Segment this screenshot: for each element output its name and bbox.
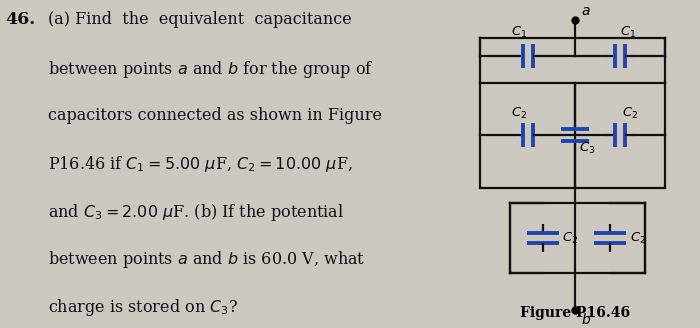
Text: between points $a$ and $b$ for the group of: between points $a$ and $b$ for the group… xyxy=(48,59,373,80)
Text: $C_3$: $C_3$ xyxy=(579,141,596,156)
Text: charge is stored on $C_3$?: charge is stored on $C_3$? xyxy=(48,297,237,318)
Text: P16.46 if $C_1 = 5.00\ \mu$F, $C_2 = 10.00\ \mu$F,: P16.46 if $C_1 = 5.00\ \mu$F, $C_2 = 10.… xyxy=(48,154,352,174)
Text: (a) Find  the  equivalent  capacitance: (a) Find the equivalent capacitance xyxy=(48,11,351,29)
Text: and $C_3 = 2.00\ \mu$F. (b) If the potential: and $C_3 = 2.00\ \mu$F. (b) If the poten… xyxy=(48,202,344,223)
Text: 46.: 46. xyxy=(6,11,36,29)
Text: $b$: $b$ xyxy=(581,312,591,327)
Text: $C_2$: $C_2$ xyxy=(630,231,646,246)
Text: $C_2$: $C_2$ xyxy=(622,106,638,121)
Text: Figure P16.46: Figure P16.46 xyxy=(520,306,630,320)
Text: $C_2$: $C_2$ xyxy=(563,231,579,246)
Text: $C_2$: $C_2$ xyxy=(512,106,528,121)
Text: between points $a$ and $b$ is 60.0 V, what: between points $a$ and $b$ is 60.0 V, wh… xyxy=(48,249,365,270)
Text: $C_1$: $C_1$ xyxy=(620,25,636,40)
Text: capacitors connected as shown in Figure: capacitors connected as shown in Figure xyxy=(48,107,382,124)
Text: $a$: $a$ xyxy=(581,4,591,18)
Text: $C_1$: $C_1$ xyxy=(512,25,528,40)
